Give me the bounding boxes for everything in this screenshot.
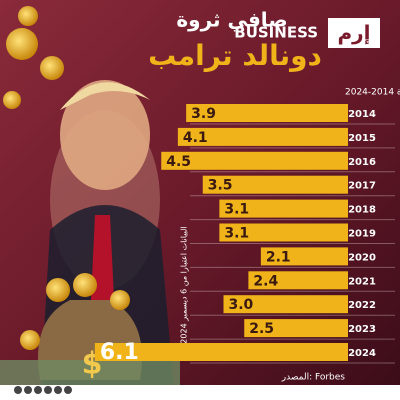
value-label: 2.4 [253,273,278,289]
bar [219,223,348,242]
bar [161,151,348,170]
subtitle: القيمة (بالمليار دولار) خلال الفترة 2014… [345,88,400,98]
bar [186,104,348,122]
y-tick-label: 2017 [348,181,376,192]
value-label: 3.1 [224,202,249,218]
value-label: 3.0 [229,297,254,313]
value-label: 2.5 [249,321,274,337]
y-tick-label: 2022 [348,300,376,311]
y-tick-label: 2016 [348,157,376,168]
bar [248,271,348,290]
source: المصدر: Forbes [281,373,346,383]
bar [94,343,348,361]
title-line: دونالد ترامب [148,39,322,72]
value-label: 2.1 [266,249,291,265]
value-label: 6.1 [100,340,139,365]
y-tick-label: 2023 [348,324,376,335]
y-tick-label: 2019 [348,229,376,240]
y-tick-label: 2014 [348,109,376,120]
y-tick-label: 2018 [348,205,376,216]
value-label: 4.1 [183,130,208,146]
title-line: صافي ثروة [176,8,287,33]
value-label: 3.5 [208,178,233,194]
bar [202,175,348,194]
brand: BUSINESS [234,24,318,42]
y-tick-label: 2015 [348,133,376,144]
y-tick-label: 2020 [348,252,376,263]
value-label: 3.1 [224,226,249,242]
bar [219,199,348,218]
note: البيانات اعتبارا من 6 ديسمبر 2024 [180,226,189,343]
bar [260,247,348,266]
bar [177,127,348,146]
value-label: 4.5 [166,154,191,170]
bar [223,295,348,314]
y-tick-label: 2021 [348,276,376,287]
bar [244,319,348,338]
y-tick-label: 2024 [348,348,376,359]
value-label: 3.9 [191,106,216,122]
logo: إرم [337,21,370,45]
